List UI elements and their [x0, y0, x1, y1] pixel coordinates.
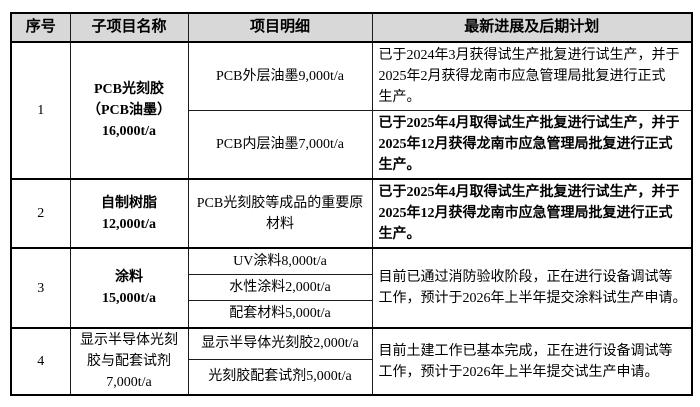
- table-row: 4 显示半导体光刻 胶与配套试剂 7,000t/a 显示半导体光刻胶2,000t…: [10, 326, 693, 396]
- table-row: 3 涂料 15,000t/a UV涂料8,000t/a 目前已通过消防验收阶段，…: [10, 247, 693, 329]
- progress-line: 生产。: [378, 90, 421, 105]
- row4-detail-cell-reagent: 光刻胶配套试剂5,000t/a: [187, 358, 373, 396]
- row3-no-cell: 3: [10, 247, 71, 329]
- row2-progress-cell: 已于2025年4月取得试生产批复进行试生产，并于 2025年12月获得龙南市应急…: [371, 178, 693, 249]
- row4-no-cell: 4: [10, 327, 71, 396]
- progress-line: 目前已通过消防验收阶段，正在进行设备调试等: [378, 270, 673, 285]
- progress-line: 生产。: [378, 158, 421, 173]
- row4-progress-cell: 目前土建工作已基本完成，正在进行设备调试等 工作，预计于2026年上半年提交试生…: [371, 327, 693, 396]
- name-line: 自制树脂: [101, 195, 157, 211]
- row1-no-cell: 1: [10, 41, 71, 180]
- col-header-subproject-name: 子项目名称: [69, 12, 189, 43]
- progress-line: 工作，预计于2026年上半年提交试生产申请。: [378, 364, 659, 380]
- table-row: 1 PCB光刻胶 （PCB油墨） 16,000t/a PCB外层油墨9,000t…: [10, 41, 693, 180]
- table-header-row: 序号 子项目名称 项目明细 最新进展及后期计划: [10, 12, 693, 43]
- name-line: PCB光刻胶: [94, 82, 164, 97]
- progress-line: 已于2025年4月取得试生产批复进行试生产，并于: [378, 116, 680, 131]
- row4-name-cell: 显示半导体光刻 胶与配套试剂 7,000t/a: [69, 327, 189, 396]
- name-line: 12,000t/a: [101, 216, 157, 232]
- row2-detail-cell: PCB光刻胶等成品的重要原材料: [187, 178, 373, 249]
- progress-line: 已于2025年4月取得试生产批复进行试生产，并于: [378, 185, 680, 200]
- name-line: 15,000t/a: [101, 291, 157, 306]
- row3-detail-cell-waterborne: 水性涂料2,000t/a: [187, 273, 373, 301]
- col-header-latest-progress: 最新进展及后期计划: [371, 12, 693, 43]
- table-row: 光刻胶配套试剂5,000t/a: [11, 358, 692, 396]
- row3-progress-cell: 目前已通过消防验收阶段，正在进行设备调试等 工作，预计于2026年上半年提交涂料…: [371, 247, 693, 329]
- progress-line: 生产。: [378, 227, 421, 242]
- progress-line: 2025年12月获得龙南市应急管理局批复进行正式: [378, 137, 673, 152]
- name-line: 涂料: [115, 270, 143, 285]
- progress-line: 2025年12月获得龙南市应急管理局批复进行正式: [378, 206, 673, 221]
- row2-no-cell: 2: [10, 178, 71, 249]
- row1-detail-cell-inner-ink: PCB内层油墨7,000t/a: [187, 110, 373, 180]
- project-progress-table: 序号 子项目名称 项目明细 最新进展及后期计划 1 PCB光刻胶 （PCB油墨）…: [10, 12, 693, 396]
- row3-detail-cell-uv: UV涂料8,000t/a: [187, 247, 373, 275]
- row4-detail-cell-photoresist: 显示半导体光刻胶2,000t/a: [187, 326, 373, 360]
- col-header-project-detail: 项目明细: [187, 12, 373, 43]
- row3-detail-cell-supporting: 配套材料5,000t/a: [187, 299, 373, 329]
- progress-line: 2025年2月获得龙南市应急管理局批复进行正式: [378, 69, 666, 84]
- progress-line: 目前土建工作已基本完成，正在进行设备调试等: [378, 343, 673, 359]
- progress-line: 已于2024年3月获得试生产批复进行试生产，并于: [378, 48, 680, 63]
- row1-progress-cell-inner-ink: 已于2025年4月取得试生产批复进行试生产，并于 2025年12月获得龙南市应急…: [371, 110, 693, 180]
- table-row: PCB内层油墨7,000t/a 已于2025年4月取得试生产批复进行试生产，并于…: [11, 110, 693, 180]
- table-row: 2 自制树脂 12,000t/a PCB光刻胶等成品的重要原材料 已于2025年…: [10, 178, 693, 249]
- name-line: 7,000t/a: [106, 375, 152, 390]
- name-line: 16,000t/a: [101, 124, 157, 139]
- progress-line: 工作，预计于2026年上半年提交涂料试生产申请。: [378, 291, 687, 306]
- col-header-no: 序号: [10, 12, 71, 43]
- name-line: 显示半导体光刻: [80, 333, 178, 348]
- row3-name-cell: 涂料 15,000t/a: [69, 247, 189, 329]
- row1-progress-cell-outer-ink: 已于2024年3月获得试生产批复进行试生产，并于 2025年2月获得龙南市应急管…: [371, 41, 693, 111]
- name-line: （PCB油墨）: [87, 103, 171, 118]
- row2-name-cell: 自制树脂 12,000t/a: [69, 178, 189, 249]
- name-line: 胶与配套试剂: [87, 354, 171, 369]
- row1-detail-cell-outer-ink: PCB外层油墨9,000t/a: [187, 41, 373, 111]
- row1-name-cell: PCB光刻胶 （PCB油墨） 16,000t/a: [69, 41, 189, 180]
- table-row: 配套材料5,000t/a: [11, 299, 692, 329]
